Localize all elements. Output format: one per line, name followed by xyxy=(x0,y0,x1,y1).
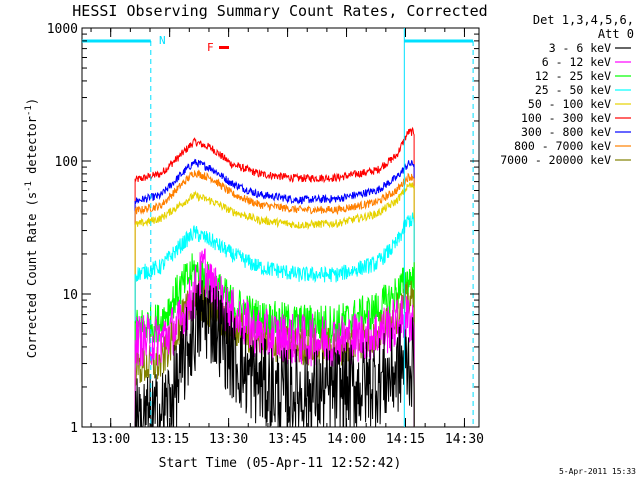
series-3-6-kev xyxy=(134,280,415,428)
series-line xyxy=(134,280,415,428)
series-25-50-kev xyxy=(134,212,415,427)
series-line xyxy=(134,126,415,427)
legend-label: 3 - 6 keV xyxy=(549,41,611,55)
legend-label: 6 - 12 keV xyxy=(542,55,611,69)
x-tick-label: 14:00 xyxy=(327,432,366,447)
chart-title: HESSI Observing Summary Count Rates, Cor… xyxy=(72,2,487,20)
x-tick-label: 13:00 xyxy=(91,432,130,447)
legend-label: 50 - 100 keV xyxy=(528,97,611,111)
x-axis-label: Start Time (05-Apr-11 12:52:42) xyxy=(159,456,402,471)
date-stamp: 5-Apr-2011 15:33 xyxy=(559,467,636,476)
y-label-sup2: -1 xyxy=(24,105,34,116)
legend-label: 7000 - 20000 keV xyxy=(500,153,611,167)
x-tick-label: 13:30 xyxy=(209,432,248,447)
series-line xyxy=(134,158,415,427)
flare-label: F xyxy=(207,41,214,54)
y-tick-label: 10 xyxy=(62,288,78,303)
y-label-mid: detector xyxy=(25,116,39,181)
y-axis-label: Corrected Count Rate (s-1 detector-1) xyxy=(24,98,39,358)
y-label-main: Corrected Count Rate (s xyxy=(25,192,39,358)
legend-header-2: Att 0 xyxy=(598,27,634,41)
series-line xyxy=(134,169,415,427)
series-800-7000-kev xyxy=(134,169,415,427)
legend-label: 100 - 300 keV xyxy=(521,111,611,125)
y-label-end: ) xyxy=(25,98,39,105)
legend-label: 300 - 800 keV xyxy=(521,125,611,139)
x-tick-label: 14:30 xyxy=(445,432,484,447)
x-tick-label: 13:15 xyxy=(150,432,189,447)
night-layer xyxy=(82,28,474,427)
series-6-12-kev xyxy=(134,248,415,427)
y-tick-label: 1000 xyxy=(47,22,78,37)
axis-layer: 13:00 13:15 13:30 13:45 14:00 14:15 14:30 1 10 10… xyxy=(47,22,484,447)
y-tick-label: 100 xyxy=(55,155,78,170)
night-label: N xyxy=(159,34,166,47)
plot-frame xyxy=(81,27,480,428)
series-layer xyxy=(134,126,415,428)
y-label-sup1: -1 xyxy=(24,181,34,192)
series-50-100-kev xyxy=(134,181,415,427)
series-line xyxy=(134,248,415,427)
series-line xyxy=(134,181,415,427)
x-tick-label: 14:15 xyxy=(386,432,425,447)
series-300-800-kev xyxy=(134,158,415,427)
y-tick-label: 1 xyxy=(70,421,78,436)
flare-marker xyxy=(219,46,229,49)
legend-label: 800 - 7000 keV xyxy=(514,139,611,153)
series-line xyxy=(134,212,415,427)
legend-label: 25 - 50 keV xyxy=(535,83,611,97)
x-tick-label: 13:45 xyxy=(268,432,307,447)
series-100-300-kev xyxy=(134,126,415,427)
legend-label: 12 - 25 keV xyxy=(535,69,611,83)
legend-header-1: Det 1,3,4,5,6, xyxy=(533,13,634,27)
